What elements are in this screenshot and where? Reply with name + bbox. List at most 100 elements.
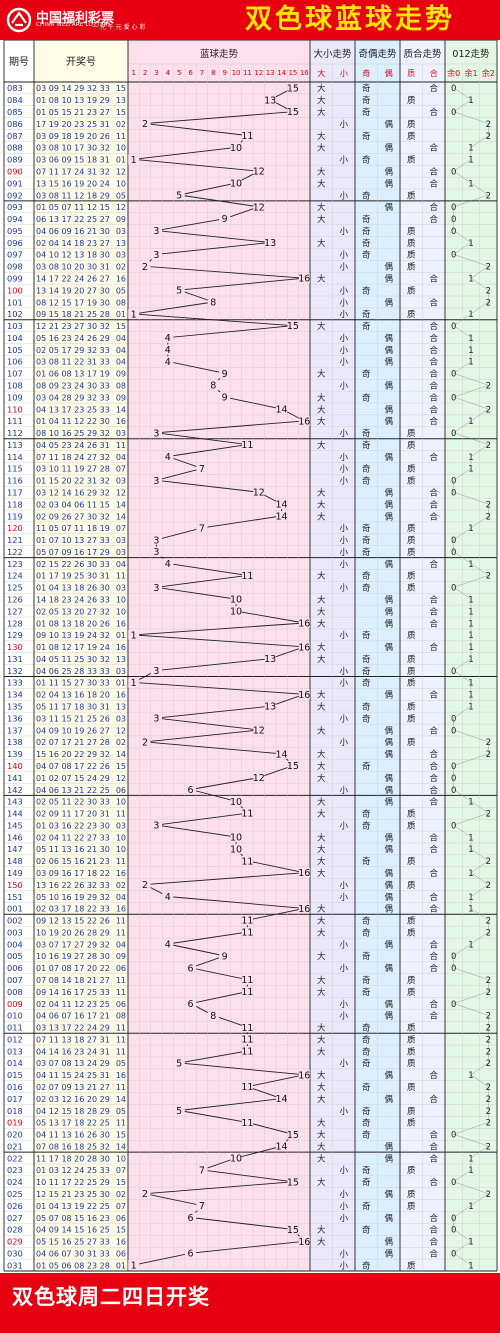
blue-value-bg — [298, 1236, 310, 1247]
blue-value-bg — [162, 891, 174, 902]
sub-tick-label: 小 — [340, 69, 348, 78]
size-mark: 小 — [339, 678, 348, 689]
draw-blue-ball: 02 — [116, 1190, 126, 1199]
size-mark: 大 — [317, 690, 326, 701]
blue-value-bg — [241, 986, 253, 997]
size-mark: 小 — [339, 333, 348, 344]
size-mark: 大 — [317, 273, 326, 284]
issue-number: 002 — [7, 916, 23, 926]
parity-mark: 奇 — [362, 476, 371, 487]
draw-blue-ball: 03 — [116, 227, 126, 236]
size-mark: 大 — [317, 975, 326, 986]
draw-red-balls: 03 09 14 29 32 33 — [36, 84, 110, 93]
blue-value-mark: 13 — [264, 654, 276, 665]
mod3-mark: 2 — [486, 881, 491, 891]
size-mark: 小 — [339, 285, 348, 296]
parity-mark: 偶 — [384, 595, 393, 606]
draw-red-balls: 13 16 22 26 32 33 — [36, 881, 110, 890]
parity-mark: 奇 — [362, 820, 371, 831]
prime-mark: 合 — [429, 297, 438, 308]
blue-value-bg — [150, 475, 162, 486]
prime-mark: 质 — [407, 666, 416, 677]
size-mark: 大 — [317, 1130, 326, 1141]
issue-number: 030 — [7, 1248, 23, 1258]
prime-mark: 合 — [429, 404, 438, 415]
draw-blue-ball: 02 — [116, 120, 126, 129]
blue-value-mark: 1 — [131, 155, 137, 166]
blue-value-bg — [230, 843, 242, 854]
draw-red-balls: 08 09 23 24 30 33 — [36, 381, 110, 390]
draw-zone-bg — [34, 40, 128, 1271]
blue-value-bg — [241, 1046, 253, 1057]
header-banner — [0, 0, 500, 40]
draw-blue-ball: 10 — [116, 596, 126, 605]
draw-red-balls: 01 04 11 12 22 30 — [36, 417, 110, 426]
draw-red-balls: 05 15 16 25 27 33 — [36, 1238, 110, 1247]
prime-mark: 合 — [429, 832, 438, 843]
blue-value-mark: 7 — [199, 1165, 205, 1176]
blue-value-mark: 15 — [287, 761, 299, 772]
issue-number: 085 — [7, 107, 23, 117]
draw-red-balls: 12 15 21 23 25 30 — [36, 1190, 110, 1199]
draw-red-balls: 03 10 11 19 27 28 — [36, 465, 110, 474]
prime-mark: 质 — [407, 927, 416, 938]
draw-blue-ball: 16 — [116, 905, 126, 914]
parity-mark: 偶 — [384, 844, 393, 855]
draw-blue-ball: 04 — [116, 940, 126, 949]
blue-value-bg — [173, 1057, 185, 1068]
issue-number: 123 — [7, 559, 23, 569]
sub-tick-label: 余2 — [482, 68, 495, 78]
draw-red-balls: 02 09 26 27 30 32 — [36, 512, 110, 521]
parity-mark: 奇 — [362, 809, 371, 820]
blue-tick-label: 14 — [277, 69, 286, 77]
parity-mark: 偶 — [384, 333, 393, 344]
size-mark: 大 — [317, 488, 326, 499]
blue-tick-label: 2 — [143, 69, 147, 77]
blue-value-mark: 12 — [253, 202, 265, 213]
draw-red-balls: 02 15 22 26 30 33 — [36, 560, 110, 569]
issue-number: 146 — [7, 832, 23, 842]
size-mark: 大 — [317, 1225, 326, 1236]
blue-value-mark: 7 — [199, 1201, 205, 1212]
issue-number: 001 — [7, 904, 23, 914]
blue-tick-label: 7 — [200, 69, 204, 77]
size-mark: 小 — [339, 1189, 348, 1200]
blue-value-bg — [276, 1141, 288, 1152]
blue-value-bg — [150, 534, 162, 545]
header-prime: 质合走势 — [403, 48, 442, 60]
size-mark: 小 — [339, 1248, 348, 1259]
issue-number: 150 — [7, 880, 23, 890]
blue-value-bg — [162, 939, 174, 950]
parity-mark: 奇 — [362, 1034, 371, 1045]
issue-number: 095 — [7, 226, 23, 236]
prime-mark: 质 — [407, 523, 416, 534]
issue-number: 130 — [7, 642, 23, 652]
blue-value-bg — [298, 1069, 310, 1080]
blue-value-mark: 12 — [253, 726, 265, 737]
issue-number: 105 — [7, 345, 23, 355]
mod3-mark: 1 — [468, 156, 473, 166]
blue-value-mark: 3 — [153, 714, 159, 725]
blue-value-mark: 16 — [298, 1237, 310, 1248]
parity-mark: 偶 — [384, 452, 393, 463]
draw-blue-ball: 06 — [116, 1000, 126, 1009]
size-mark: 大 — [317, 321, 326, 332]
blue-value-bg — [150, 546, 162, 557]
draw-blue-ball: 14 — [116, 1095, 126, 1104]
draw-blue-ball: 04 — [116, 560, 126, 569]
mod3-mark: 0 — [451, 84, 456, 94]
draw-blue-ball: 16 — [116, 643, 126, 652]
size-mark: 小 — [339, 464, 348, 475]
issue-number: 098 — [7, 262, 23, 272]
draw-blue-ball: 05 — [116, 191, 126, 200]
footer-banner — [0, 1273, 500, 1333]
parity-mark: 奇 — [362, 523, 371, 534]
size-mark: 大 — [317, 987, 326, 998]
header-size: 大小走势 — [313, 48, 352, 60]
prime-mark: 合 — [429, 642, 438, 653]
mod3-mark: 0 — [451, 1249, 456, 1259]
blue-value-mark: 10 — [230, 179, 242, 190]
prime-mark: 质 — [407, 975, 416, 986]
parity-mark: 偶 — [384, 559, 393, 570]
draw-red-balls: 03 07 08 13 24 29 — [36, 1059, 110, 1068]
